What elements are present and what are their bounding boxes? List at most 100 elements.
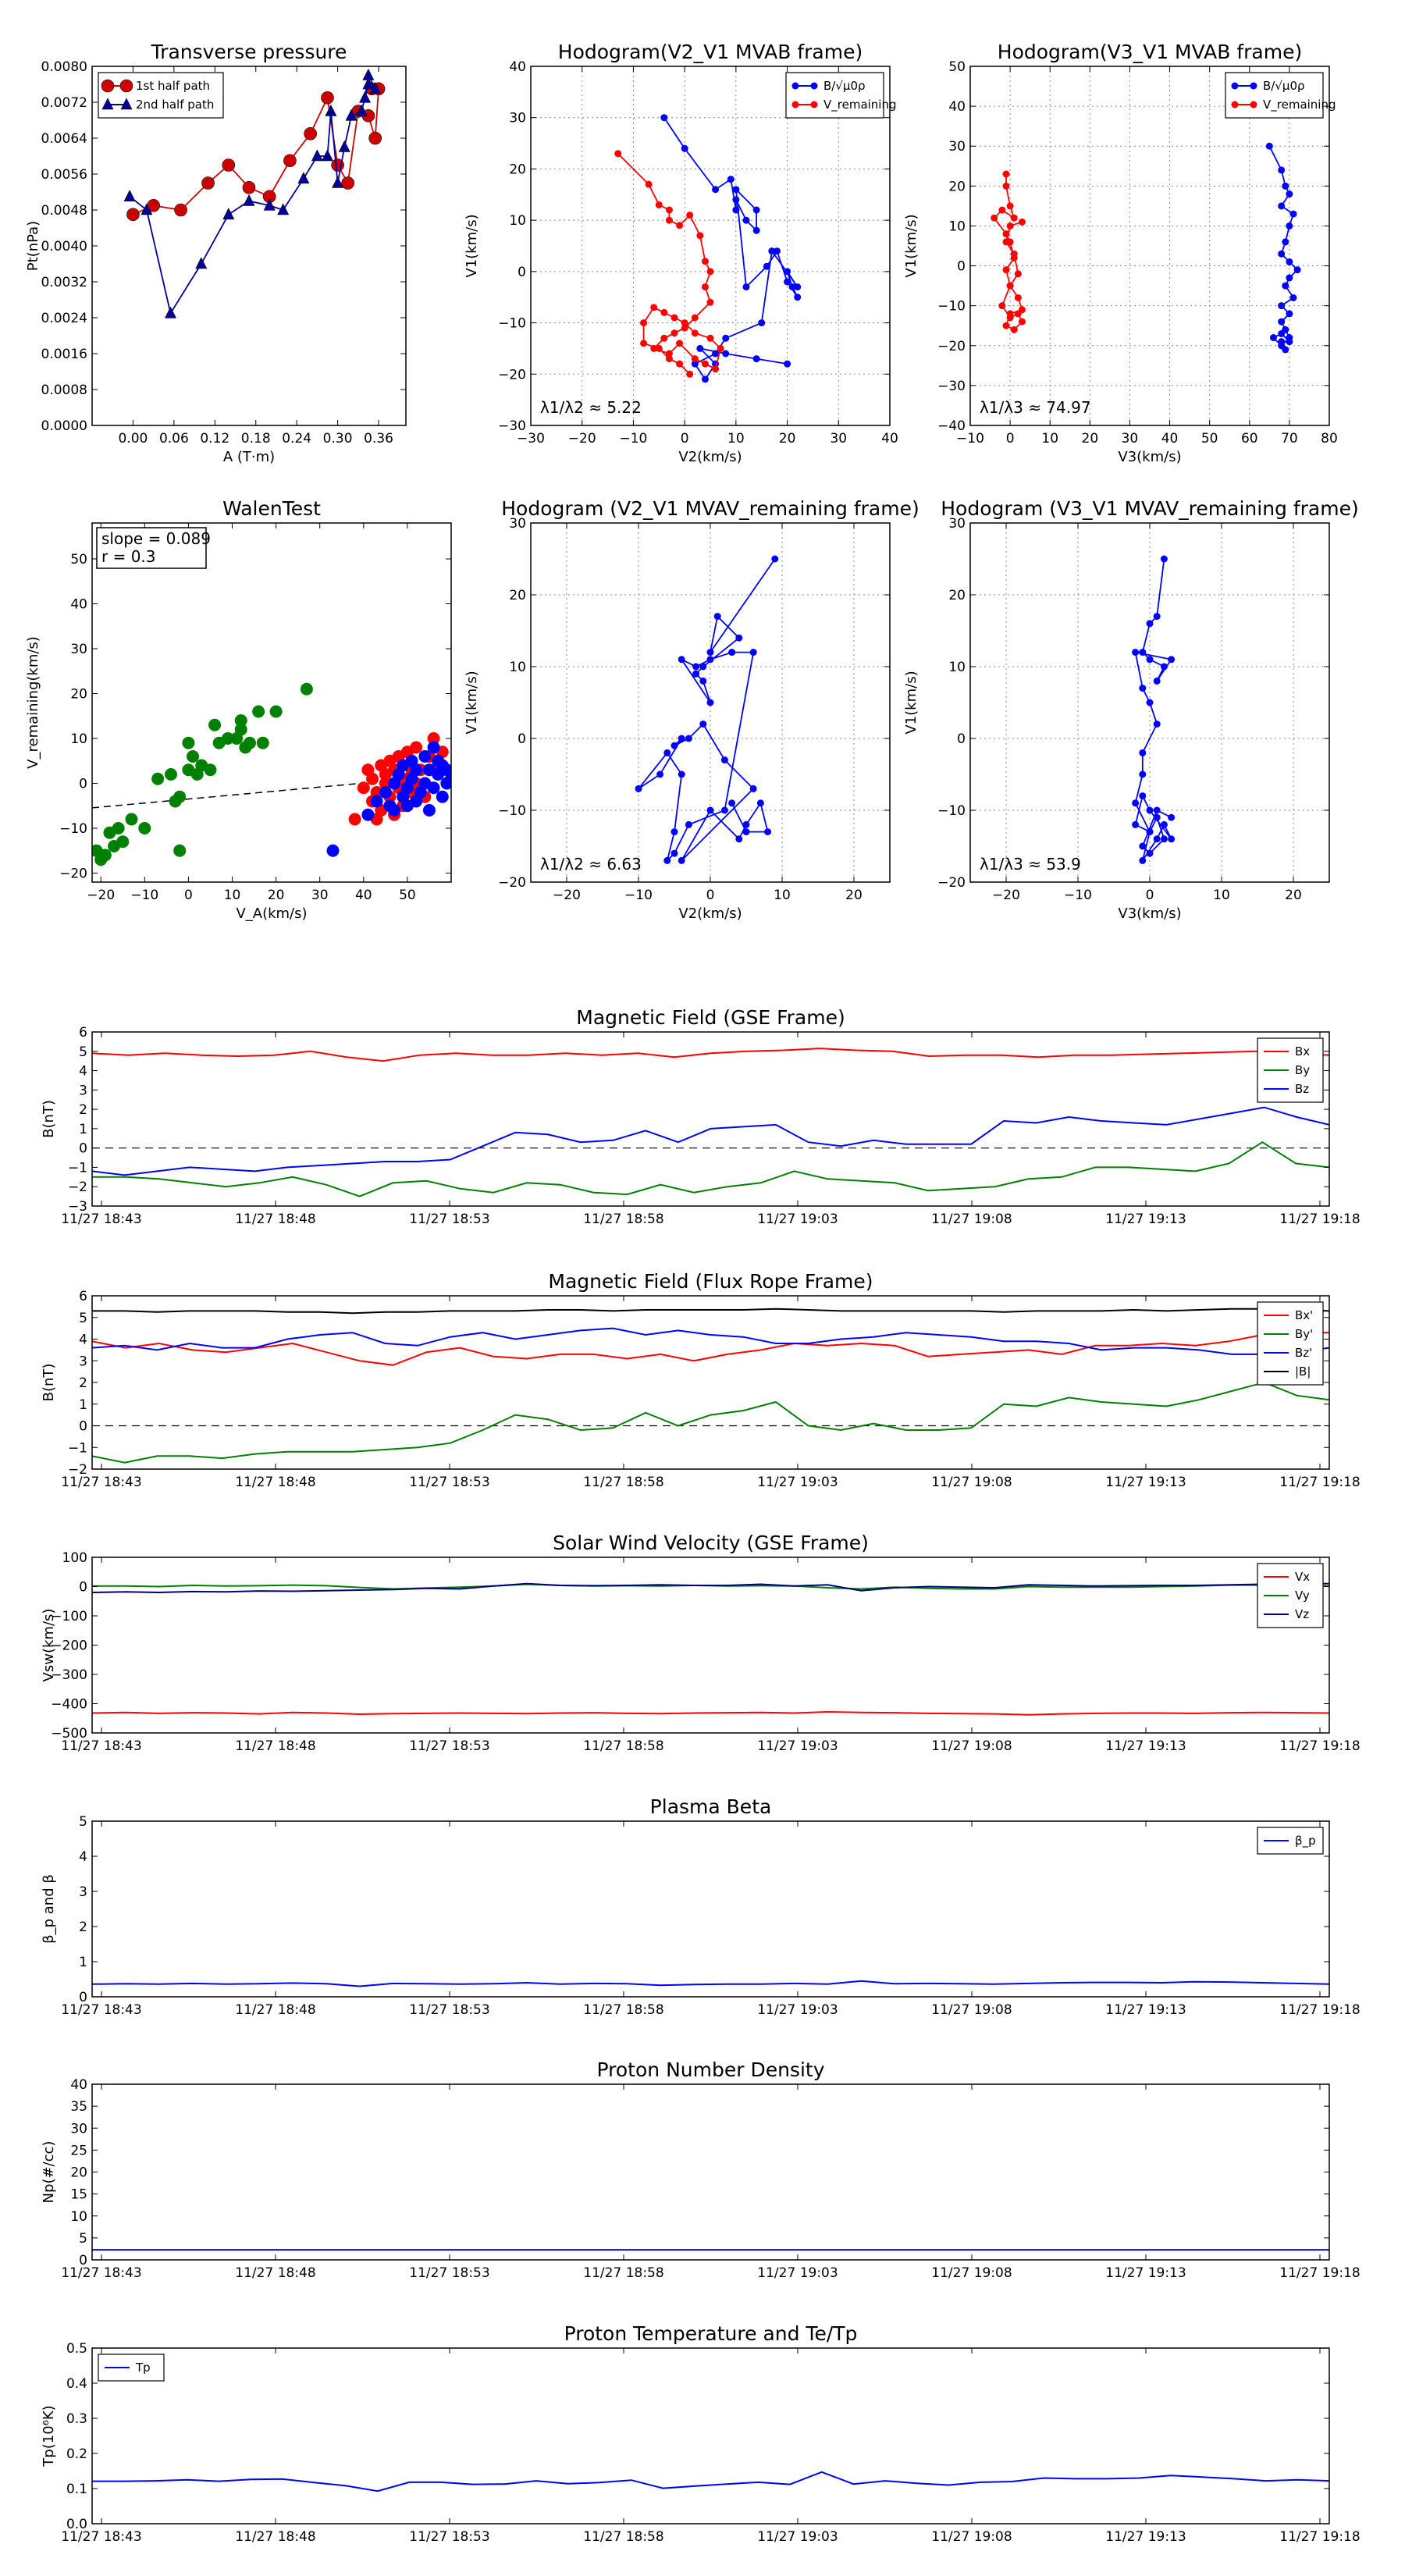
scatter-point <box>116 835 130 849</box>
y-tick-label: 0.5 <box>66 2341 87 2357</box>
y-tick-label: −1 <box>68 1160 87 1176</box>
data-point <box>706 268 714 276</box>
data-point <box>691 314 699 322</box>
data-point <box>1002 182 1010 190</box>
data-point <box>735 835 743 843</box>
x-tick-label: 11/27 18:58 <box>583 1475 663 1490</box>
data-point <box>696 344 704 352</box>
data-point <box>1153 835 1161 843</box>
data-point <box>692 663 700 671</box>
x-tick-label: 10 <box>1213 888 1230 903</box>
x-axis-label: V2(km/s) <box>678 906 742 922</box>
y-tick-label: 15 <box>70 2187 87 2203</box>
data-point <box>1153 720 1161 728</box>
data-point <box>686 212 694 219</box>
data-point <box>773 247 781 255</box>
data-point <box>676 360 684 368</box>
data-point <box>665 350 673 358</box>
data-point <box>201 176 215 190</box>
x-tick-label: 11/27 18:53 <box>409 1212 489 1227</box>
data-point <box>362 68 375 80</box>
x-tick-label: 11/27 18:48 <box>235 1738 315 1754</box>
x-tick-label: −30 <box>517 431 545 447</box>
y-tick-label: 0 <box>79 777 87 792</box>
data-point <box>768 247 776 255</box>
data-point <box>1168 656 1176 664</box>
data-point <box>1146 806 1154 814</box>
data-point <box>681 144 688 152</box>
scatter-point <box>243 736 256 749</box>
data-point <box>126 208 140 222</box>
legend: β_p <box>1257 1827 1324 1855</box>
plot-frame <box>91 66 407 426</box>
data-point <box>706 656 714 664</box>
data-point <box>742 216 750 224</box>
data-point <box>1132 820 1140 828</box>
data-point <box>720 806 728 814</box>
y-tick-label: 0 <box>79 1419 87 1435</box>
chart-title: Proton Number Density <box>597 2058 825 2081</box>
legend-label: B/√μ0ρ <box>1263 79 1305 93</box>
x-tick-label: 11/27 19:13 <box>1105 2002 1186 2018</box>
x-tick-label: 11/27 18:43 <box>61 2265 141 2281</box>
y-axis-label: β_p and β <box>41 1874 57 1944</box>
data-point <box>311 149 323 162</box>
legend: Vx Vy Vz <box>1257 1563 1324 1628</box>
series-by-line <box>92 1141 1329 1197</box>
data-point <box>701 375 709 383</box>
data-point <box>359 91 372 103</box>
data-point <box>1282 346 1289 354</box>
legend-label: Bz <box>1295 1082 1309 1096</box>
x-tick-label: 11/27 19:13 <box>1105 1212 1186 1227</box>
x-tick-label: 11/27 18:48 <box>235 2265 315 2281</box>
legend-label: β_p <box>1295 1834 1316 1848</box>
data-point <box>655 201 663 208</box>
data-point <box>1160 555 1168 563</box>
y-tick-label: 50 <box>948 59 966 75</box>
chart-title: Hodogram (V2_V1 MVAV_remaining frame) <box>501 497 919 520</box>
data-point <box>242 180 256 194</box>
x-tick-label: 10 <box>1041 431 1058 447</box>
data-point <box>696 232 704 240</box>
series--p-line <box>92 1980 1329 1987</box>
legend: 1st half path 2nd half path <box>98 72 224 119</box>
y-axis-label: Vsw(km/s) <box>41 1609 57 1682</box>
x-tick-label: 10 <box>774 888 791 903</box>
data-point <box>174 203 187 217</box>
data-point <box>283 154 297 168</box>
data-point <box>1160 835 1168 843</box>
data-point <box>1160 663 1168 671</box>
y-tick-label: 30 <box>948 139 966 155</box>
legend: Tp <box>98 2354 165 2382</box>
scatter-point <box>348 813 361 826</box>
data-point <box>1139 749 1147 756</box>
y-tick-label: −20 <box>937 339 966 354</box>
legend-marker <box>1231 82 1239 90</box>
series-bx--line <box>92 1332 1329 1366</box>
legend-marker <box>119 79 133 93</box>
y-tick-label: 1 <box>79 1955 87 1970</box>
data-point <box>665 216 673 224</box>
scatter-point <box>256 736 269 749</box>
data-point <box>706 649 714 656</box>
x-tick-label: 50 <box>399 888 416 903</box>
y-tick-label: 4 <box>79 1849 87 1865</box>
y-tick-label: 50 <box>70 552 87 568</box>
y-tick-label: 3 <box>79 1884 87 1900</box>
scatter-point <box>187 750 200 763</box>
legend-label: Vy <box>1295 1589 1310 1603</box>
y-tick-label: 20 <box>948 588 966 603</box>
x-tick-label: 80 <box>1321 431 1338 447</box>
plot-area <box>92 1582 1329 1716</box>
x-tick-label: 11/27 19:03 <box>757 1738 838 1754</box>
data-point <box>764 828 772 836</box>
y-tick-label: 4 <box>79 1064 87 1080</box>
y-tick-label: 0.0080 <box>41 59 87 75</box>
chart-title: WalenTest <box>222 497 321 520</box>
y-axis-label: V_remaining(km/s) <box>25 636 41 769</box>
x-tick-label: 11/27 19:03 <box>757 1212 838 1227</box>
stats-text: r = 0.3 <box>101 547 156 566</box>
plot-area <box>92 1308 1329 1464</box>
x-tick-label: 50 <box>1201 431 1218 447</box>
